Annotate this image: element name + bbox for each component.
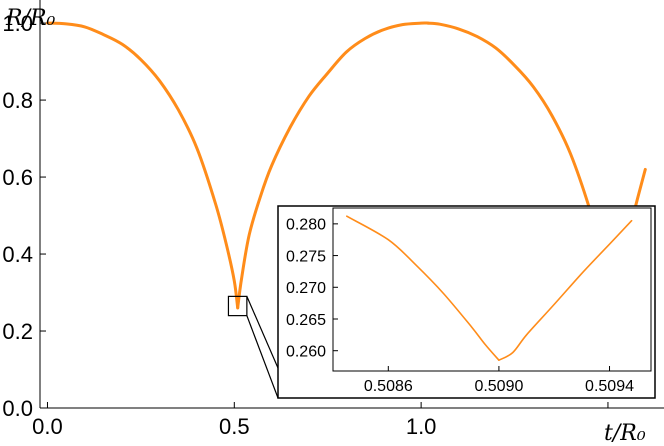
zoom-box [227,295,248,317]
y-tick-label: 0.270 [286,280,326,297]
connector-line [246,315,279,399]
x-tick-label: 0.5094 [585,378,634,395]
x-tick-label: 1.0 [406,414,437,439]
inset-background [278,206,655,398]
y-tick-label: 0.280 [286,217,326,234]
y-tick-label: 0.8 [2,88,33,113]
series-line [498,219,633,361]
series-line [46,21,240,310]
inset-frame [332,207,652,372]
y-tick-label: 0.6 [2,165,33,190]
y-tick-label: 0.4 [2,242,33,267]
y-tick-label: 0.2 [2,319,33,344]
series-line [346,215,500,361]
inset-plot: 0.5086 0.5090 0.5094 0.260 0.265 0.270 0.275 0.… [277,205,656,399]
x-tick-label: 0.5086 [364,378,413,395]
y-tick-label: 0.0 [2,396,33,421]
x-tick-label: 0.5 [219,414,250,439]
y-tick-label: 0.265 [286,312,326,329]
y-tick-label: 0.260 [286,343,326,360]
y-axis-label: R/R₀ [5,6,56,31]
series-line [236,21,430,310]
x-tick-label: 0.0 [32,414,63,439]
inset-axes: 0.5086 0.5090 0.5094 0.260 0.265 0.270 0.275 0.… [277,205,656,399]
connector-line [246,296,279,369]
inset-curve [346,215,633,361]
inset-border [277,205,656,399]
y-tick-label: 0.275 [286,248,326,265]
y-tick-label: 1.0 [2,11,33,36]
x-axis-label: t/R₀ [604,421,646,446]
zoom-indicator [227,295,279,399]
x-tick-label: 0.5090 [474,378,523,395]
